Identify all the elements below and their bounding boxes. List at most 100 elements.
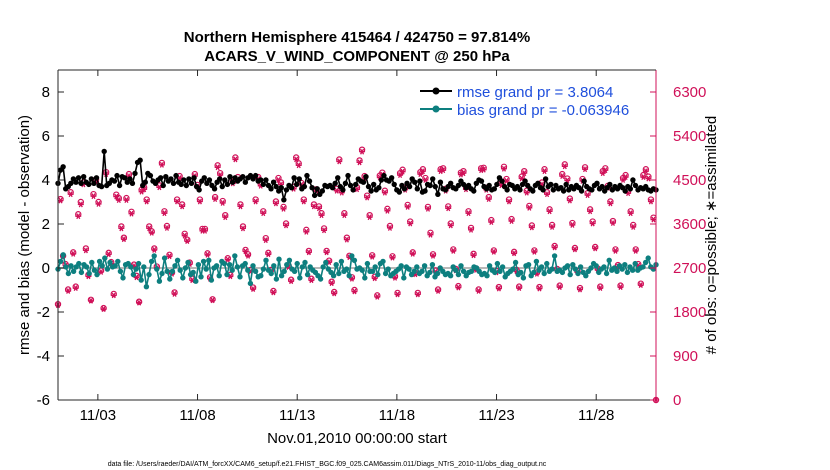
obs-assimilated-point xyxy=(305,249,312,256)
rmse-point xyxy=(268,186,274,192)
rmse-point xyxy=(296,176,302,182)
y-left-tick-label: 0 xyxy=(42,260,50,277)
obs-assimilated-point xyxy=(640,174,647,181)
obs-assimilated-point xyxy=(404,203,411,210)
obs-assimilated-point xyxy=(427,231,434,238)
obs-assimilated-point xyxy=(645,175,652,182)
x-axis-ticks: 11/03 11/08 11/13 11/18 11/23 11/28 xyxy=(80,70,614,424)
obs-assimilated-point xyxy=(435,288,442,294)
bias-point xyxy=(284,262,290,268)
rmse-point xyxy=(196,187,202,193)
bias-point xyxy=(364,260,371,267)
rmse-point xyxy=(530,188,536,194)
obs-assimilated-point xyxy=(495,285,502,292)
obs-assimilated-point xyxy=(245,252,252,259)
obs-assimilated-point xyxy=(161,210,168,217)
bias-point xyxy=(372,264,378,270)
obs-assimilated-point xyxy=(430,252,437,259)
obs-assimilated-point xyxy=(549,223,556,230)
obs-assimilated-point xyxy=(470,252,477,259)
rmse-point xyxy=(80,174,87,180)
rmse-point xyxy=(622,188,628,194)
bias-point xyxy=(128,264,134,270)
bias-point xyxy=(359,267,365,273)
obs-assimilated-point xyxy=(110,292,117,299)
bias-point xyxy=(320,264,326,270)
rmse-point xyxy=(365,183,372,190)
obs-assimilated-point xyxy=(237,203,244,210)
bias-point xyxy=(544,260,550,267)
bias-point xyxy=(91,267,98,273)
y-left-axis-label: rmse and bias (model - observation) xyxy=(16,115,33,355)
bias-point xyxy=(375,271,381,278)
bias-point xyxy=(271,263,277,269)
obs-assimilated-point xyxy=(592,245,599,252)
plot-area xyxy=(58,70,656,400)
obs-assimilated-point xyxy=(450,247,457,254)
obs-assimilated-point xyxy=(500,165,507,172)
legend-bias-marker xyxy=(432,105,440,113)
rmse-point xyxy=(447,180,454,186)
rmse-point xyxy=(91,180,97,186)
x-tick-label: 11/08 xyxy=(179,407,215,424)
rmse-point xyxy=(578,188,585,194)
rmse-point xyxy=(183,182,190,189)
obs-assimilated-point xyxy=(381,189,388,196)
obs-assimilated-point xyxy=(100,306,107,313)
obs-assimilated-point xyxy=(70,250,77,257)
axes-frame xyxy=(57,69,657,401)
bias-point xyxy=(260,266,267,272)
bias-point xyxy=(104,266,111,272)
rmse-point xyxy=(224,181,231,188)
rmse-point xyxy=(560,188,567,194)
rmse-point xyxy=(345,172,351,179)
obs-assimilated-point xyxy=(171,290,178,297)
bias-point xyxy=(133,266,139,272)
obs-assimilated-point xyxy=(293,156,300,163)
rmse-point xyxy=(122,175,128,181)
rmse-point xyxy=(258,177,264,183)
obs-assimilated-point xyxy=(407,220,414,227)
rmse-point xyxy=(342,180,349,186)
bias-point xyxy=(349,253,355,259)
obs-assimilated-point xyxy=(561,163,568,170)
rmse-point xyxy=(401,186,408,192)
rmse-point xyxy=(535,180,541,186)
obs-assimilated-point xyxy=(559,173,566,180)
obs-assimilated-point xyxy=(386,224,393,231)
bias-point xyxy=(99,263,105,269)
rmse-point xyxy=(88,176,95,182)
bias-point xyxy=(302,259,308,266)
bias-point xyxy=(434,270,441,277)
bias-point xyxy=(115,258,121,265)
bias-point xyxy=(232,253,238,259)
rmse-point xyxy=(301,183,308,190)
obs-assimilated-point xyxy=(343,236,350,243)
rmse-point xyxy=(263,177,269,183)
bias-point xyxy=(252,268,259,274)
bias-point xyxy=(382,270,389,277)
obs-assimilated-point xyxy=(422,177,429,183)
obs-assimilated-point xyxy=(541,168,548,175)
bias-point xyxy=(278,273,285,279)
rmse-point xyxy=(160,182,166,189)
legend: rmse grand pr = 3.8064 bias grand pr = -… xyxy=(420,84,629,119)
rmse-point xyxy=(627,186,634,192)
obs-assimilated-point xyxy=(250,286,257,292)
bias-point xyxy=(593,263,599,269)
obs-assimilated-point xyxy=(138,188,145,195)
y-right-tick-label: 2700 xyxy=(673,260,706,277)
bias-point xyxy=(588,265,594,271)
rmse-point xyxy=(417,178,423,184)
rmse-point xyxy=(147,172,154,179)
obs-assimilated-point xyxy=(333,187,340,194)
data-file-footer: data file: /Users/raeder/DAI/ATM_forcXX/… xyxy=(108,461,547,468)
rmse-point xyxy=(388,175,395,181)
bias-point xyxy=(362,275,368,281)
obs-assimilated-point xyxy=(272,200,279,207)
obs-assimilated-point xyxy=(544,191,551,198)
bias-point xyxy=(570,262,576,268)
bias-point xyxy=(642,259,649,266)
obs-assimilated-point xyxy=(485,196,492,203)
bias-point xyxy=(83,264,90,270)
